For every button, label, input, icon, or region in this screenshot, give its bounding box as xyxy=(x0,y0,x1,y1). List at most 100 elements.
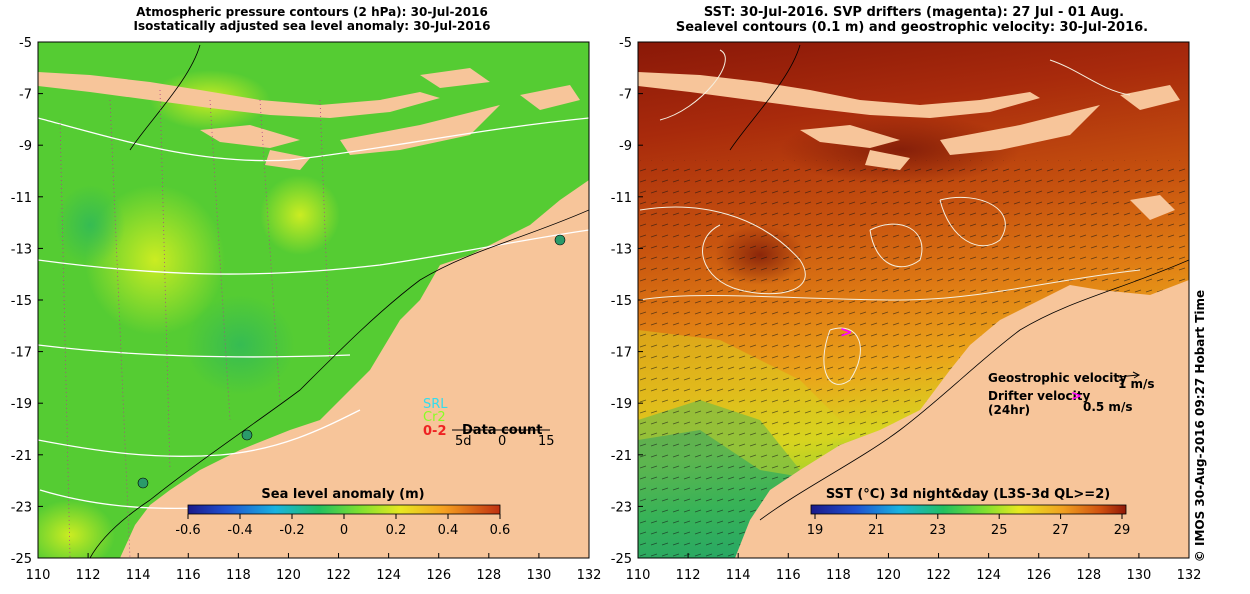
x-tick-label: 126 xyxy=(426,568,451,583)
colorbar-tick-label: 21 xyxy=(868,523,885,538)
x-tick-label: 124 xyxy=(976,568,1001,583)
pressure-contour xyxy=(38,229,589,275)
y-tick-label: -11 xyxy=(11,191,32,206)
left-title-line2: Isostatically adjusted sea level anomaly… xyxy=(134,19,491,33)
y-tick-label: -7 xyxy=(19,88,32,103)
geostrophic-velocity-label: Geostrophic velocity xyxy=(988,371,1127,385)
altimeter-tracks xyxy=(59,89,331,558)
sla-low-blob xyxy=(185,295,295,395)
y-tick-label: -13 xyxy=(611,242,632,257)
drifter-velocity-symbol: > xyxy=(1071,389,1082,404)
colorbar-tick-label: 0.6 xyxy=(490,523,511,538)
sst-colorbar-title: SST (°C) 3d night&day (L3S-3d QL>=2) xyxy=(826,487,1110,502)
x-tick-label: 110 xyxy=(26,568,51,583)
y-tick-label: -9 xyxy=(19,139,32,154)
colorbar-tick-label: 0 xyxy=(340,523,348,538)
sst-map: > xyxy=(638,42,1189,558)
colorbar-tick-label: 19 xyxy=(807,523,824,538)
pressure-contour xyxy=(38,409,361,457)
y-tick-label: -5 xyxy=(19,36,32,51)
y-tick-label: -19 xyxy=(611,397,632,412)
colorbar-tick-label: 0.4 xyxy=(438,523,459,538)
geostrophic-velocity-arrow xyxy=(1117,374,1139,378)
x-tick-label: 126 xyxy=(1026,568,1051,583)
java-bali-lombok xyxy=(638,72,1040,118)
y-tick-label: -19 xyxy=(11,397,32,412)
y-tick-label: -25 xyxy=(11,552,32,567)
sumba xyxy=(865,150,910,170)
colorbar-tick-label: 23 xyxy=(930,523,947,538)
x-tick-label: 120 xyxy=(276,568,301,583)
tide-gauge-marker xyxy=(554,234,566,246)
y-tick-label: -17 xyxy=(611,346,632,361)
timor xyxy=(940,105,1100,155)
count-tick-5d: 5d xyxy=(455,434,472,449)
x-tick-label: 120 xyxy=(876,568,901,583)
sla-colorbar-title: Sea level anomaly (m) xyxy=(261,487,424,502)
x-tick-label: 118 xyxy=(226,568,251,583)
x-tick-label: 128 xyxy=(476,568,501,583)
pressure-contour xyxy=(39,489,201,510)
y-tick-label: -11 xyxy=(611,191,632,206)
australia-land xyxy=(120,180,589,558)
x-tick-label: 114 xyxy=(726,568,751,583)
drifter-velocity-sub: (24hr) xyxy=(988,403,1030,417)
x-tick-label: 122 xyxy=(326,568,351,583)
left-title-line1: Atmospheric pressure contours (2 hPa): 3… xyxy=(136,5,488,19)
x-tick-label: 116 xyxy=(176,568,201,583)
colorbar-tick-label: -0.6 xyxy=(175,523,200,538)
y-tick-label: -15 xyxy=(611,294,632,309)
x-tick-label: 132 xyxy=(577,568,602,583)
right-title-line1: SST: 30-Jul-2016. SVP drifters (magenta)… xyxy=(704,5,1124,20)
x-tick-label: 122 xyxy=(926,568,951,583)
count-tick-15: 15 xyxy=(538,434,555,449)
y-tick-label: -21 xyxy=(11,449,32,464)
x-tick-label: 114 xyxy=(126,568,151,583)
sumbawa xyxy=(200,125,300,148)
bathymetry-contour xyxy=(89,44,589,558)
pressure-contour xyxy=(38,117,589,162)
x-tick-label: 132 xyxy=(1177,568,1202,583)
count-range-label: 0-2 xyxy=(423,424,447,439)
colorbar-tick-label: 25 xyxy=(991,523,1008,538)
x-tick-label: 130 xyxy=(1126,568,1151,583)
tide-gauge-marker xyxy=(241,429,253,441)
x-tick-label: 118 xyxy=(826,568,851,583)
colorbar-tick-label: -0.2 xyxy=(279,523,304,538)
y-tick-label: -5 xyxy=(619,36,632,51)
y-tick-label: -7 xyxy=(619,88,632,103)
drifter-track: > xyxy=(840,323,853,341)
sealevel-contours xyxy=(639,49,1141,385)
drifter-velocity-label: Drifter velocity xyxy=(988,389,1090,403)
australia-land xyxy=(735,280,1189,558)
x-tick-label: 112 xyxy=(76,568,101,583)
sla-colorbar xyxy=(187,504,501,515)
sla-map xyxy=(38,42,589,558)
axis-ticks: 110 112 114 116 118 120 122 124 126 128 130 132 -5 -7… xyxy=(11,36,1202,583)
java-bali-lombok xyxy=(38,72,440,118)
x-tick-label: 128 xyxy=(1076,568,1101,583)
count-tick-0: 0 xyxy=(498,434,506,449)
right-title-line2: Sealevel contours (0.1 m) and geostrophi… xyxy=(676,20,1148,35)
tide-gauge-marker xyxy=(137,477,149,489)
imos-credit: © IMOS 30-Aug-2016 09:27 Hobart Time xyxy=(1193,290,1207,562)
timor xyxy=(340,105,500,155)
x-tick-label: 124 xyxy=(376,568,401,583)
colorbar-tick-label: 0.2 xyxy=(386,523,407,538)
colorbar-tick-label: 29 xyxy=(1114,523,1131,538)
sumbawa xyxy=(800,125,900,148)
cr2-label: Cr2 xyxy=(423,410,446,425)
geostrophic-velocity-value: 1 m/s xyxy=(1118,377,1155,391)
y-tick-label: -25 xyxy=(611,552,632,567)
x-tick-label: 116 xyxy=(776,568,801,583)
x-tick-label: 110 xyxy=(626,568,651,583)
y-tick-label: -17 xyxy=(11,346,32,361)
y-tick-label: -13 xyxy=(11,242,32,257)
sla-colorbar-ticks: -0.6 -0.4 -0.2 0 0.2 0.4 0.6 xyxy=(175,514,510,538)
colorbar-tick-label: 27 xyxy=(1052,523,1069,538)
x-tick-label: 130 xyxy=(526,568,551,583)
y-tick-label: -23 xyxy=(611,500,632,515)
colorbar-tick-label: -0.4 xyxy=(227,523,252,538)
srl-label: SRL xyxy=(423,397,448,412)
